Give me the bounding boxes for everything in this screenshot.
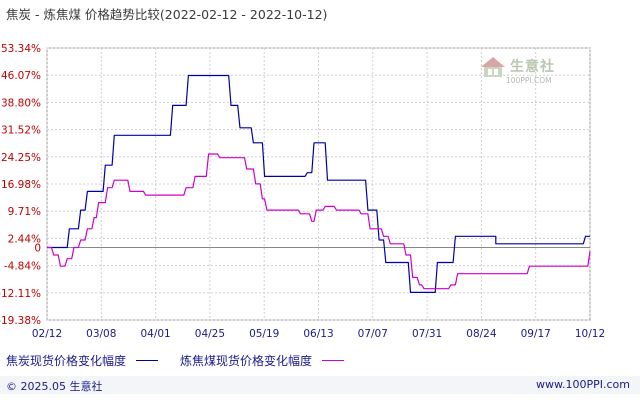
- footer: © 2025.05 生意社 www.100PPI.com: [0, 376, 640, 394]
- watermark-url: 100PPI.COM: [506, 76, 552, 85]
- y-tick-label: -4.84%: [4, 261, 41, 273]
- y-tick-label: 46.07%: [1, 70, 41, 82]
- legend-item-coke: 焦炭现货价格变化幅度: [6, 352, 159, 369]
- y-tick-label: 9.71%: [8, 206, 41, 218]
- y-tick-label: 24.25%: [1, 152, 41, 164]
- legend-label-coke: 焦炭现货价格变化幅度: [6, 353, 127, 368]
- x-tick-label: 10/12: [575, 328, 605, 340]
- footer-site-link[interactable]: www.100PPI.com: [536, 378, 630, 391]
- x-tick-label: 05/19: [249, 328, 279, 340]
- y-tick-label: 53.34%: [1, 43, 41, 55]
- legend-item-coking-coal: 炼焦煤现货价格变化幅度: [180, 352, 345, 369]
- y-tick-label: 0: [34, 243, 41, 255]
- y-tick-label: -19.38%: [0, 315, 41, 327]
- legend-line-coke: [136, 359, 159, 361]
- legend: 焦炭现货价格变化幅度 炼焦煤现货价格变化幅度: [6, 352, 366, 368]
- chart-title: 焦炭 - 炼焦煤 价格趋势比较(2022-02-12 - 2022-10-12): [6, 7, 328, 22]
- y-tick-label: 38.80%: [1, 97, 41, 109]
- x-tick-label: 06/13: [303, 328, 333, 340]
- x-tick-label: 07/31: [412, 328, 442, 340]
- x-tick-label: 09/17: [521, 328, 551, 340]
- y-tick-label: 31.52%: [1, 125, 41, 137]
- y-tick-label: -12.11%: [0, 288, 41, 300]
- y-tick-label: 16.98%: [1, 179, 41, 191]
- house-logo-icon: [481, 57, 505, 77]
- x-tick-label: 03/08: [86, 328, 116, 340]
- x-tick-label: 08/24: [466, 328, 497, 340]
- footer-copyright: © 2025.05 生意社: [6, 380, 103, 393]
- watermark-logo: 生意社 100PPI.COM: [480, 56, 580, 90]
- x-tick-label: 07/07: [358, 328, 388, 340]
- x-tick-label: 02/12: [32, 328, 62, 340]
- legend-label-coking-coal: 炼焦煤现货价格变化幅度: [180, 353, 313, 368]
- x-tick-label: 04/01: [140, 328, 170, 340]
- watermark-brand: 生意社: [510, 59, 555, 75]
- y-tick-label: 2.44%: [8, 233, 41, 245]
- series-line-coking-coal: [47, 153, 591, 290]
- series-line-coke: [47, 74, 590, 293]
- x-tick-label: 04/25: [195, 328, 225, 340]
- legend-line-coking-coal: [322, 359, 345, 361]
